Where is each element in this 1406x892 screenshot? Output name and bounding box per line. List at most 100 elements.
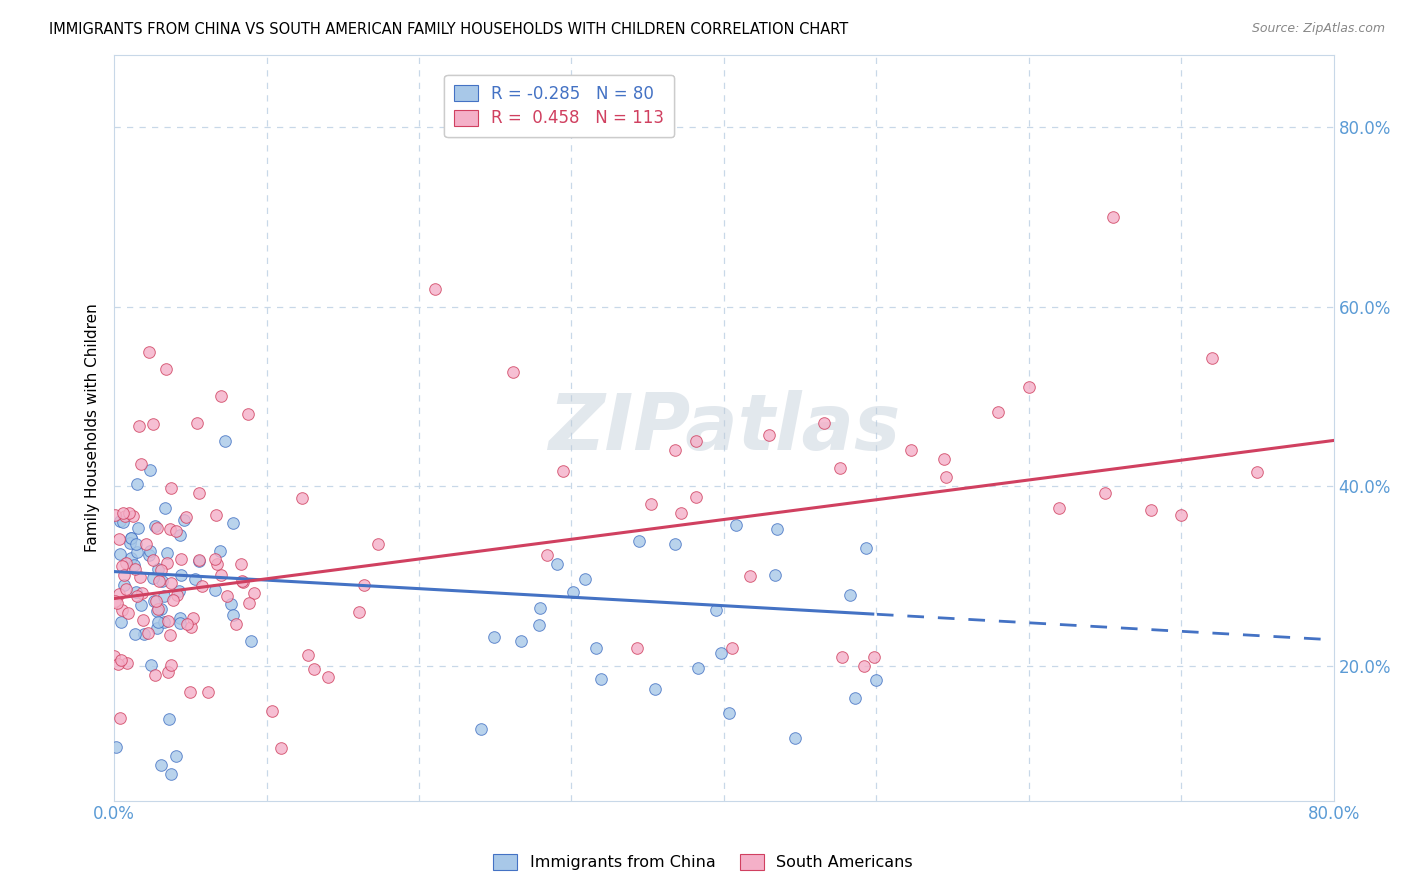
Point <box>509 634 531 648</box>
Point <box>110 603 132 617</box>
Point <box>162 593 184 607</box>
Point <box>187 554 209 568</box>
Point <box>156 546 179 560</box>
Point <box>225 617 247 632</box>
Point <box>146 601 169 615</box>
Point <box>125 544 148 558</box>
Point <box>232 575 254 590</box>
Point <box>131 614 153 628</box>
Y-axis label: Family Households with Children: Family Households with Children <box>86 303 100 552</box>
Point <box>844 690 866 705</box>
Point <box>110 653 132 667</box>
Point <box>176 510 198 524</box>
Point <box>238 408 260 422</box>
Text: ZIPatlas: ZIPatlas <box>548 390 900 466</box>
Point <box>146 562 169 576</box>
Point <box>111 515 134 529</box>
Point <box>304 662 326 676</box>
Point <box>124 562 146 576</box>
Point <box>186 417 208 431</box>
Point <box>725 518 748 533</box>
Point <box>644 681 666 696</box>
Point <box>1246 465 1268 479</box>
Point <box>546 558 568 572</box>
Point <box>717 706 740 720</box>
Point <box>120 536 142 550</box>
Point <box>111 506 134 520</box>
Point <box>159 766 181 780</box>
Point <box>685 490 707 504</box>
Point <box>627 533 650 548</box>
Point <box>686 660 709 674</box>
Point <box>146 604 169 618</box>
Point <box>260 704 283 718</box>
Point <box>157 665 180 680</box>
Point <box>1201 351 1223 366</box>
Point <box>124 626 146 640</box>
Point <box>150 757 173 772</box>
Point <box>238 596 260 610</box>
Point <box>830 461 852 475</box>
Point <box>987 405 1010 419</box>
Point <box>125 589 148 603</box>
Legend: R = -0.285   N = 80, R =  0.458   N = 113: R = -0.285 N = 80, R = 0.458 N = 113 <box>444 75 673 137</box>
Point <box>197 685 219 699</box>
Point <box>108 711 131 725</box>
Point <box>561 585 583 599</box>
Point <box>685 434 707 448</box>
Point <box>157 614 180 628</box>
Point <box>1170 508 1192 523</box>
Point <box>104 508 127 522</box>
Point <box>114 508 136 523</box>
Point <box>159 628 181 642</box>
Point <box>188 486 211 500</box>
Point <box>173 513 195 527</box>
Point <box>1047 500 1070 515</box>
Point <box>669 506 692 520</box>
Point <box>664 443 686 458</box>
Point <box>205 557 228 571</box>
Point <box>176 616 198 631</box>
Point <box>783 731 806 745</box>
Point <box>143 594 166 608</box>
Point <box>160 481 183 495</box>
Point <box>145 521 167 535</box>
Point <box>117 506 139 520</box>
Point <box>132 627 155 641</box>
Point <box>131 586 153 600</box>
Point <box>165 748 187 763</box>
Point <box>180 620 202 634</box>
Point <box>143 519 166 533</box>
Point <box>710 646 733 660</box>
Point <box>128 419 150 434</box>
Point <box>187 553 209 567</box>
Point <box>110 514 132 528</box>
Point <box>316 670 339 684</box>
Legend: Immigrants from China, South Americans: Immigrants from China, South Americans <box>486 848 920 877</box>
Point <box>117 606 139 620</box>
Point <box>855 541 877 556</box>
Point <box>720 640 742 655</box>
Point <box>157 712 180 726</box>
Point <box>142 417 165 431</box>
Point <box>484 630 506 644</box>
Point <box>900 443 922 458</box>
Point <box>831 649 853 664</box>
Point <box>704 603 727 617</box>
Point <box>763 567 786 582</box>
Point <box>204 552 226 566</box>
Point <box>170 551 193 566</box>
Point <box>112 578 135 592</box>
Point <box>209 568 232 582</box>
Point <box>153 615 176 629</box>
Point <box>932 452 955 467</box>
Point <box>167 583 190 598</box>
Point <box>169 610 191 624</box>
Point <box>353 578 375 592</box>
Point <box>852 659 875 673</box>
Point <box>111 559 134 574</box>
Point <box>190 579 212 593</box>
Point <box>138 548 160 562</box>
Point <box>124 558 146 573</box>
Point <box>813 416 835 430</box>
